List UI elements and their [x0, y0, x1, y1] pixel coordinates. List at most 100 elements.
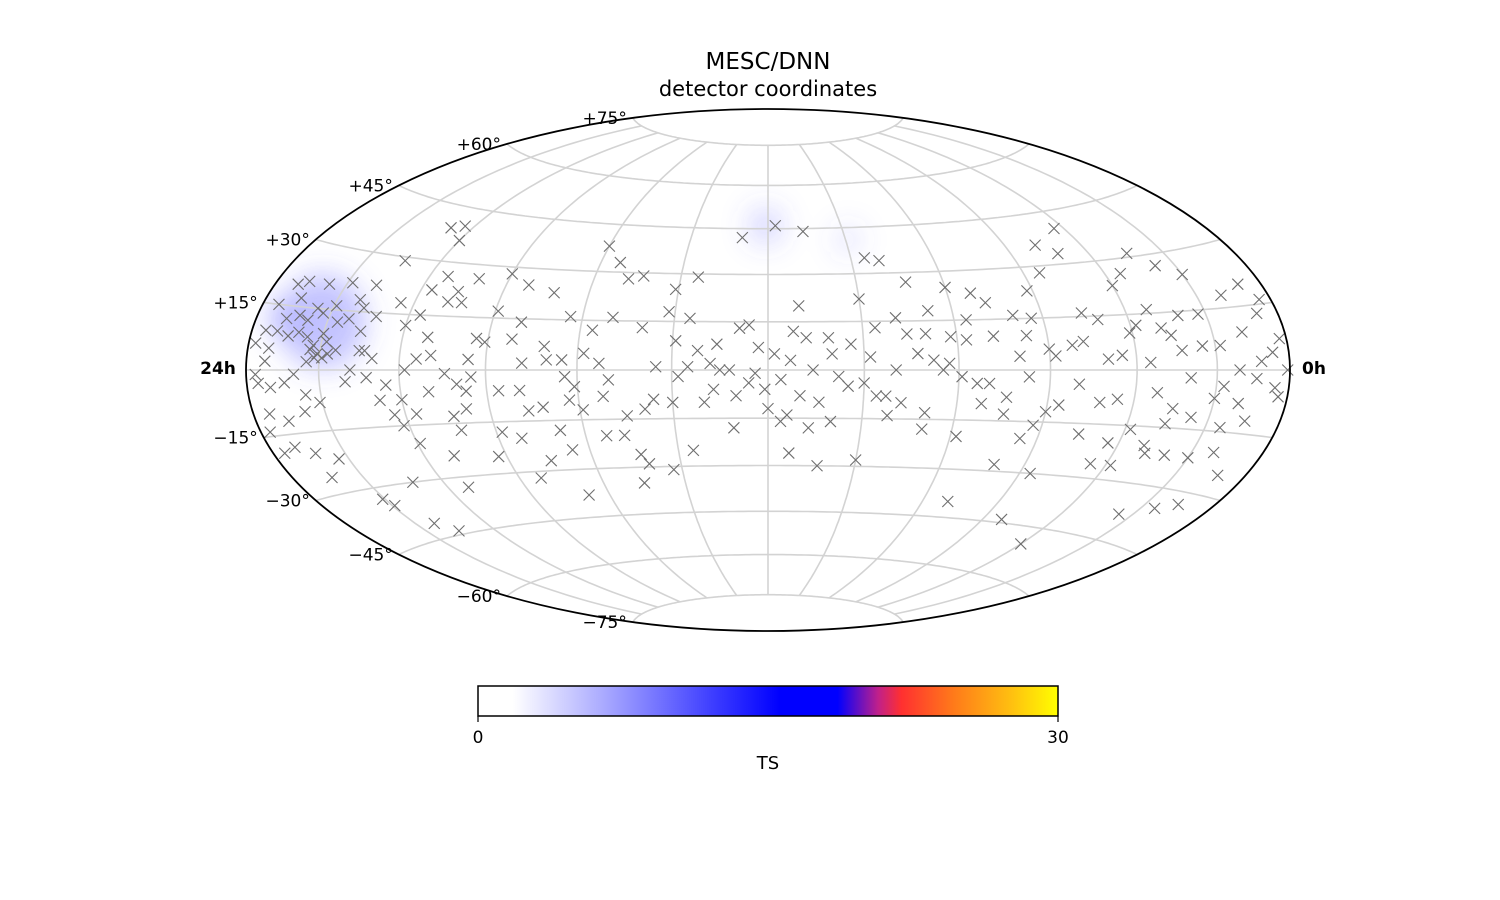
event-marker — [1023, 370, 1036, 383]
event-marker — [1102, 353, 1115, 365]
event-marker — [370, 279, 383, 292]
event-marker — [1084, 457, 1097, 470]
event-marker — [1266, 346, 1279, 359]
event-marker — [639, 403, 651, 416]
event-marker — [376, 493, 389, 506]
event-marker — [343, 312, 355, 325]
event-marker — [1236, 326, 1248, 338]
event-marker — [704, 357, 716, 370]
event-marker — [414, 309, 427, 321]
event-marker — [464, 371, 477, 383]
event-marker — [1155, 322, 1167, 334]
dec-tick-label: +15° — [213, 293, 257, 313]
event-marker — [638, 477, 651, 489]
colorbar-tick-label-min: 0 — [473, 728, 484, 748]
event-marker — [295, 292, 308, 304]
event-marker — [853, 293, 865, 305]
event-marker — [995, 513, 1008, 526]
event-marker — [842, 380, 855, 393]
event-marker — [323, 278, 336, 291]
event-marker — [1192, 308, 1204, 320]
event-marker — [1120, 247, 1133, 260]
event-marker — [258, 355, 271, 368]
event-marker — [452, 285, 465, 298]
event-marker — [614, 256, 627, 269]
event-marker — [742, 376, 755, 389]
event-marker — [881, 409, 893, 422]
ts-heatmap — [265, 207, 862, 369]
event-marker — [450, 378, 463, 391]
ra-gridline — [398, 132, 659, 608]
event-marker — [406, 476, 419, 489]
event-marker — [832, 370, 845, 383]
event-marker — [681, 360, 694, 373]
event-marker — [414, 437, 427, 450]
event-marker — [987, 330, 1000, 343]
event-marker — [997, 408, 1010, 421]
event-marker — [691, 344, 704, 357]
event-marker — [1148, 502, 1161, 515]
event-marker — [460, 402, 473, 415]
event-marker — [1181, 451, 1194, 464]
event-marker — [692, 271, 705, 283]
event-marker — [339, 375, 351, 388]
event-marker — [1029, 239, 1042, 252]
event-marker — [1027, 419, 1040, 432]
event-marker — [1185, 411, 1197, 424]
ra-gridline — [894, 125, 1219, 615]
event-marker — [563, 394, 576, 406]
event-marker — [273, 298, 285, 311]
event-marker — [687, 444, 700, 457]
event-marker — [669, 283, 682, 296]
event-marker — [762, 402, 774, 415]
event-marker — [302, 314, 314, 327]
event-marker — [1025, 312, 1038, 325]
event-marker — [1211, 469, 1224, 482]
event-marker — [858, 251, 871, 264]
event-marker — [1176, 268, 1189, 281]
event-marker — [663, 305, 675, 318]
event-marker — [1138, 447, 1151, 460]
event-marker — [864, 351, 877, 363]
event-marker — [870, 390, 883, 402]
event-marker — [410, 353, 423, 365]
event-marker — [890, 364, 903, 376]
event-marker — [1000, 391, 1013, 404]
event-marker — [649, 360, 662, 373]
event-marker — [826, 347, 839, 360]
ra-label-left: 24h — [200, 359, 236, 379]
event-marker — [1033, 266, 1046, 279]
event-marker — [410, 408, 423, 420]
event-marker — [522, 279, 535, 291]
chart-title: MESC/DNN — [706, 49, 831, 75]
event-marker — [900, 328, 913, 340]
event-marker — [421, 331, 434, 344]
event-marker — [577, 403, 590, 416]
event-marker — [797, 225, 809, 238]
event-marker — [592, 357, 605, 370]
event-marker — [802, 421, 815, 434]
event-marker — [813, 396, 825, 409]
event-marker — [1024, 467, 1037, 480]
event-marker — [287, 368, 300, 381]
event-marker — [331, 316, 344, 329]
event-marker — [1039, 405, 1052, 418]
event-marker — [899, 276, 912, 288]
event-marker — [1066, 339, 1079, 352]
event-marker — [1014, 350, 1026, 363]
event-marker — [736, 231, 749, 244]
event-marker — [1250, 307, 1263, 320]
event-marker — [554, 424, 567, 437]
sky-map — [245, 108, 1294, 632]
event-marker — [460, 385, 473, 398]
event-marker — [1123, 327, 1136, 339]
event-marker — [374, 394, 386, 407]
dec-tick-label: +60° — [457, 135, 501, 155]
event-marker — [538, 340, 551, 353]
dec-tick-label: −15° — [213, 429, 257, 449]
event-marker — [636, 321, 649, 334]
event-marker — [782, 447, 795, 459]
event-marker — [730, 389, 742, 402]
event-marker — [566, 443, 579, 456]
event-marker — [329, 344, 342, 356]
